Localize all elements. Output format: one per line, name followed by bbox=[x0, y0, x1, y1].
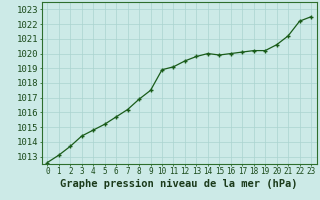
X-axis label: Graphe pression niveau de la mer (hPa): Graphe pression niveau de la mer (hPa) bbox=[60, 179, 298, 189]
